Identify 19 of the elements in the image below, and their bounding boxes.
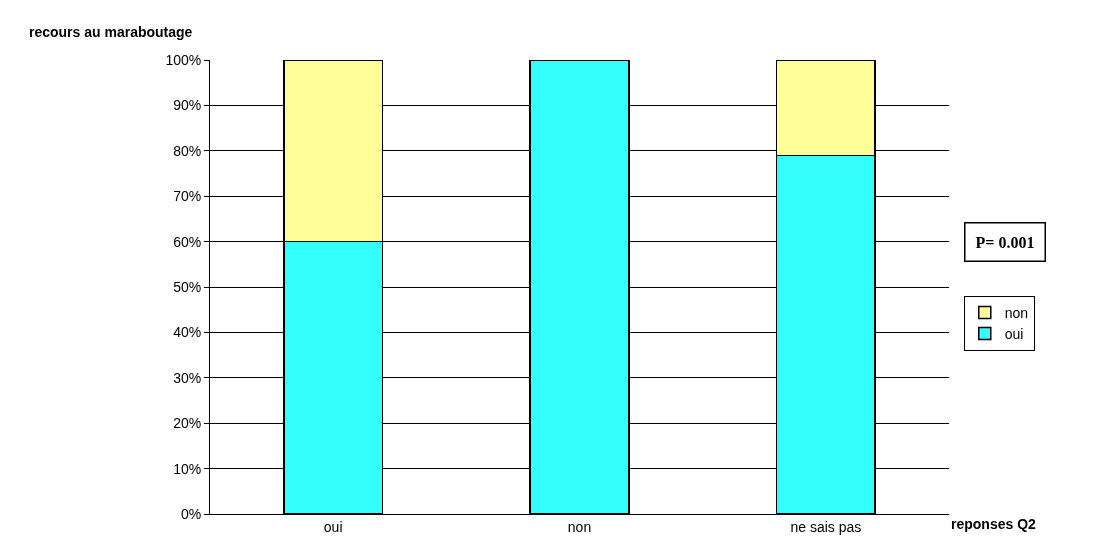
y-tick-label: 20% [173,415,202,432]
y-tick-label: 100% [165,51,202,68]
y-tick-label: 70% [173,188,202,205]
x-axis-title: reponses Q2 [951,516,1037,532]
y-tick-label: 90% [173,97,202,114]
y-tick-label: 60% [173,233,202,250]
x-tick-label: oui [323,518,343,535]
x-tick-label: non [567,518,592,535]
x-tick-label: ne sais pas [790,518,862,535]
y-tick-label: 10% [173,460,202,477]
y-tick-label: 0% [180,505,202,522]
y-tick-label: 50% [173,278,202,295]
text: P= 0.001 [975,233,1035,251]
legend-label: non [1004,304,1029,321]
y-tick-label: 30% [173,369,202,386]
y-tick-label: 40% [173,324,202,341]
y-tick-label: 80% [173,142,202,159]
y-axis-title: recours au maraboutage [29,24,193,40]
legend-label: oui [1004,326,1024,343]
